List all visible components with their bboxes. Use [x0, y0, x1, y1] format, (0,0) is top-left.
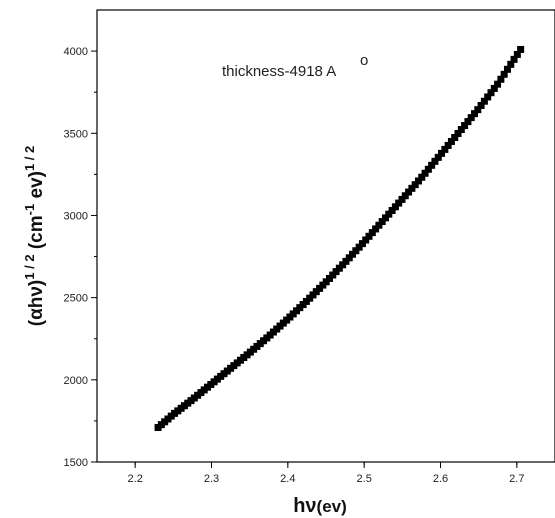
data-point	[444, 141, 452, 149]
data-point	[385, 210, 393, 218]
angstrom-ring: o	[360, 52, 368, 69]
data-point	[378, 218, 386, 226]
data-point	[411, 181, 419, 189]
data-point	[424, 165, 432, 173]
data-point	[345, 254, 353, 262]
data-point	[375, 221, 383, 229]
x-axis-label: hν(ev)	[293, 495, 347, 517]
data-point	[401, 192, 409, 200]
data-point	[464, 118, 472, 126]
axis-ticks	[91, 50, 518, 468]
x-tick-label: 2.6	[433, 473, 448, 485]
x-tick-label: 2.7	[509, 473, 524, 485]
y-tick-label: 2500	[64, 293, 88, 305]
data-point	[451, 133, 459, 141]
data-point	[405, 188, 413, 196]
plot-frame	[96, 9, 555, 463]
data-point	[418, 173, 426, 181]
data-point	[441, 145, 449, 153]
data-point	[352, 247, 360, 255]
x-tick-label: 2.5	[357, 473, 372, 485]
data-point	[474, 106, 482, 114]
data-point	[461, 122, 469, 130]
y-tick-label: 2000	[64, 375, 88, 387]
data-point	[408, 184, 416, 192]
data-point	[434, 153, 442, 161]
thickness-annotation: thickness-4918 A	[222, 63, 336, 80]
data-point	[497, 75, 505, 83]
y-tick-label: 3000	[64, 210, 88, 222]
data-point	[454, 130, 462, 138]
data-point	[382, 214, 390, 222]
data-point	[372, 225, 380, 233]
data-markers	[154, 45, 525, 431]
data-point	[438, 149, 446, 157]
data-point	[477, 101, 485, 109]
y-tick-label: 1500	[64, 457, 88, 469]
data-point	[358, 240, 366, 248]
data-point	[414, 177, 422, 185]
y-tick-label: 4000	[64, 46, 88, 58]
data-point	[368, 229, 376, 237]
data-point	[490, 84, 498, 92]
x-tick-label: 2.4	[280, 473, 295, 485]
tick-labels: 2.2 2.3 2.4 2.5 2.6 2.7 1500 2000 2500 3000 3500 40…	[64, 46, 525, 485]
data-point	[510, 55, 518, 63]
y-tick-label: 3500	[64, 128, 88, 140]
data-point	[513, 50, 521, 58]
data-point	[342, 257, 350, 265]
data-point	[447, 137, 455, 145]
data-point	[421, 169, 429, 177]
data-point	[484, 93, 492, 101]
data-point	[355, 243, 363, 251]
data-point	[487, 89, 495, 97]
data-point	[398, 195, 406, 203]
data-point	[395, 199, 403, 207]
data-point	[428, 161, 436, 169]
data-point	[365, 232, 373, 240]
data-point	[517, 45, 525, 53]
data-point	[457, 126, 465, 134]
y-axis-label: (αhν)1 / 2 (cm-1 ev)1 / 2	[22, 146, 47, 327]
x-tick-label: 2.2	[128, 473, 143, 485]
data-point	[500, 70, 508, 78]
data-point	[467, 114, 475, 122]
data-point	[349, 250, 357, 258]
data-point	[431, 157, 439, 165]
data-point	[388, 206, 396, 214]
data-point	[494, 80, 502, 88]
data-point	[362, 236, 370, 244]
data-point	[507, 60, 515, 68]
data-point	[391, 203, 399, 211]
data-point	[503, 65, 511, 73]
data-point	[480, 97, 488, 105]
data-point	[471, 110, 478, 118]
x-tick-label: 2.3	[204, 473, 219, 485]
